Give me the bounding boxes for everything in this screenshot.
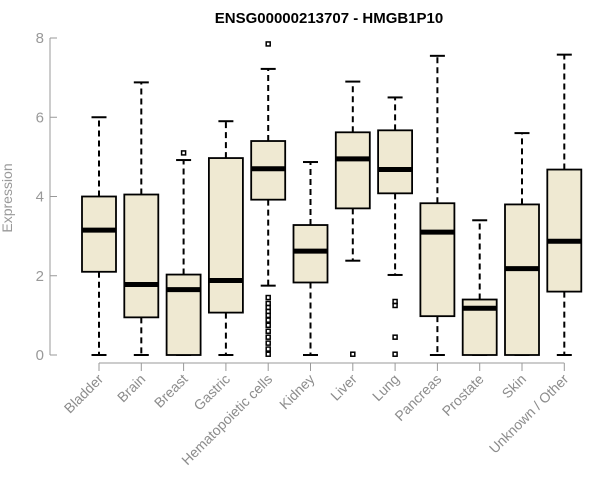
x-tick-label: Bladder <box>61 371 107 417</box>
outlier-point <box>392 302 398 309</box>
box-liver <box>334 80 371 357</box>
box-breast <box>165 150 202 356</box>
outlier-point <box>180 150 187 156</box>
y-axis: 0 2 4 6 8 <box>36 30 57 364</box>
x-tick-label: Lung <box>369 371 402 404</box>
box-lung <box>377 96 414 357</box>
x-tick-label: Skin <box>499 371 530 402</box>
box-unknown-other <box>546 53 583 356</box>
x-tick-label: Liver <box>327 371 360 404</box>
y-tick-label: 6 <box>36 109 44 126</box>
y-tick-label: 4 <box>36 189 44 206</box>
outlier-point <box>392 334 398 340</box>
iqr-box <box>504 203 540 356</box>
outlier-point <box>265 294 271 301</box>
iqr-box <box>292 224 329 284</box>
iqr-box <box>377 129 414 195</box>
box-hematopoietic-cells <box>250 41 287 357</box>
outlier-point <box>265 334 271 340</box>
box-brain <box>123 81 160 356</box>
outlier-point <box>265 312 271 319</box>
outlier-point <box>265 340 271 346</box>
box-skin <box>504 132 540 356</box>
box-prostate <box>461 219 498 356</box>
y-tick-label: 2 <box>36 268 44 285</box>
outlier-point <box>265 328 271 334</box>
x-tick-label: Pancreas <box>391 371 444 424</box>
iqr-box <box>207 157 244 314</box>
x-tick-label: Brain <box>114 371 148 405</box>
outlier-point <box>350 351 356 357</box>
outlier-point <box>392 351 398 357</box>
outlier-point <box>265 322 271 329</box>
plot-area <box>81 41 583 357</box>
iqr-box <box>419 202 456 318</box>
iqr-box <box>334 131 371 210</box>
box-bladder <box>81 116 117 356</box>
outlier-point <box>265 41 271 47</box>
x-tick-label: Prostate <box>439 371 487 419</box>
iqr-box <box>123 193 160 319</box>
iqr-box <box>81 195 117 273</box>
outlier-point <box>265 317 271 323</box>
y-axis-label: Expression <box>0 163 15 232</box>
chart-title: ENSG00000213707 - HMGB1P10 <box>215 10 443 27</box>
box-kidney <box>292 161 329 356</box>
x-tick-label: Unknown / Other <box>486 371 572 457</box>
box-pancreas <box>419 54 456 356</box>
x-tick-label: Breast <box>151 371 191 411</box>
x-tick-label: Kidney <box>276 371 318 413</box>
outlier-point <box>265 351 271 357</box>
box-gastric <box>207 120 244 356</box>
y-tick-label: 0 <box>36 347 44 364</box>
iqr-box <box>165 273 202 356</box>
iqr-box <box>546 168 583 293</box>
y-tick-label: 8 <box>36 30 44 47</box>
outlier-point <box>265 346 271 352</box>
